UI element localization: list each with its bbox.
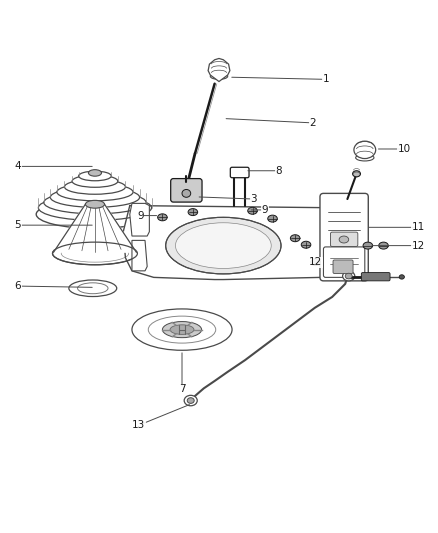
- Ellipse shape: [61, 245, 129, 262]
- Ellipse shape: [36, 200, 154, 229]
- FancyBboxPatch shape: [171, 179, 202, 202]
- FancyBboxPatch shape: [323, 247, 365, 277]
- Text: 5: 5: [14, 220, 21, 230]
- Ellipse shape: [39, 195, 152, 220]
- Polygon shape: [208, 59, 230, 82]
- Text: 7: 7: [179, 384, 185, 394]
- Text: 12: 12: [309, 257, 322, 267]
- Ellipse shape: [345, 273, 352, 279]
- Polygon shape: [53, 204, 136, 252]
- Ellipse shape: [79, 171, 111, 181]
- Ellipse shape: [248, 207, 257, 214]
- Ellipse shape: [69, 280, 117, 296]
- Text: 1: 1: [322, 75, 329, 84]
- Ellipse shape: [343, 271, 355, 281]
- Ellipse shape: [50, 187, 140, 207]
- Text: 10: 10: [398, 144, 411, 154]
- Text: 4: 4: [14, 161, 21, 172]
- Ellipse shape: [311, 259, 321, 265]
- Text: 2: 2: [309, 118, 316, 128]
- FancyBboxPatch shape: [361, 272, 390, 281]
- Ellipse shape: [44, 191, 146, 214]
- Ellipse shape: [132, 309, 232, 350]
- Ellipse shape: [399, 275, 404, 279]
- Ellipse shape: [85, 200, 105, 208]
- FancyBboxPatch shape: [230, 167, 249, 177]
- Ellipse shape: [363, 242, 373, 249]
- Ellipse shape: [78, 283, 108, 294]
- Ellipse shape: [379, 242, 389, 249]
- Ellipse shape: [353, 171, 360, 177]
- FancyBboxPatch shape: [320, 193, 368, 281]
- Polygon shape: [123, 206, 341, 279]
- Text: 3: 3: [251, 194, 257, 204]
- Ellipse shape: [184, 395, 197, 406]
- FancyBboxPatch shape: [330, 232, 358, 246]
- Text: 6: 6: [14, 281, 21, 291]
- Ellipse shape: [356, 155, 374, 161]
- Ellipse shape: [166, 217, 281, 274]
- Text: 13: 13: [132, 421, 145, 430]
- Ellipse shape: [72, 175, 118, 187]
- Ellipse shape: [170, 325, 194, 334]
- Polygon shape: [132, 240, 147, 271]
- Ellipse shape: [187, 398, 194, 403]
- Text: 12: 12: [412, 240, 425, 251]
- Ellipse shape: [354, 141, 376, 158]
- Text: 8: 8: [276, 166, 283, 176]
- Ellipse shape: [158, 214, 167, 221]
- Text: 11: 11: [412, 222, 425, 232]
- Ellipse shape: [53, 242, 138, 265]
- Ellipse shape: [301, 241, 311, 248]
- FancyBboxPatch shape: [333, 260, 353, 273]
- Text: 9: 9: [261, 205, 268, 215]
- Ellipse shape: [290, 235, 300, 241]
- Ellipse shape: [210, 73, 228, 79]
- Ellipse shape: [162, 321, 201, 338]
- Polygon shape: [130, 204, 149, 236]
- Ellipse shape: [148, 316, 216, 343]
- Ellipse shape: [57, 183, 133, 201]
- Ellipse shape: [88, 169, 102, 176]
- Ellipse shape: [182, 189, 191, 197]
- Ellipse shape: [268, 215, 277, 222]
- Ellipse shape: [176, 223, 271, 269]
- Ellipse shape: [64, 180, 125, 194]
- Ellipse shape: [188, 208, 198, 215]
- Ellipse shape: [339, 236, 349, 243]
- Text: 9: 9: [138, 211, 144, 221]
